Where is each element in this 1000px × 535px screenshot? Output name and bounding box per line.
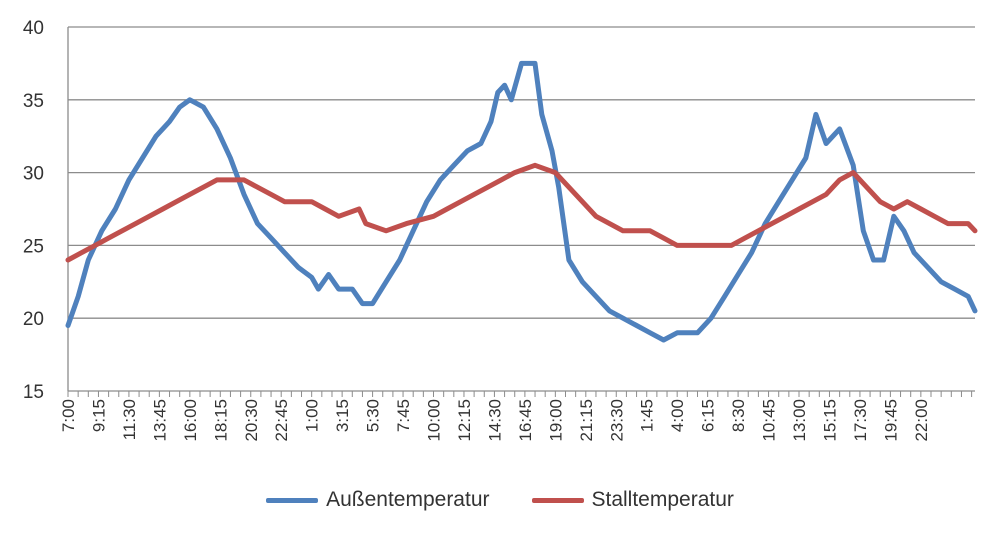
x-tick-label: 6:15 — [699, 399, 718, 432]
legend-item-stalltemperatur: Stalltemperatur — [531, 488, 734, 512]
x-tick-label: 10:00 — [425, 399, 444, 442]
x-tick-label: 14:30 — [485, 399, 504, 442]
x-axis — [67, 390, 975, 397]
x-tick-label: 21:15 — [577, 399, 596, 442]
gridlines — [67, 26, 975, 391]
x-tick-label: 11:30 — [120, 399, 139, 440]
legend-item-aussentemperatur: Außentemperatur — [266, 488, 490, 512]
x-tick-label: 10:45 — [760, 399, 779, 442]
x-tick-label: 3:15 — [333, 399, 352, 432]
x-tick-label: 13:45 — [150, 399, 169, 442]
y-tick-label: 40 — [23, 18, 44, 39]
legend-swatch-stalltemperatur — [531, 497, 584, 503]
x-tick-label: 18:15 — [211, 399, 230, 442]
x-tick-label: 13:00 — [790, 399, 809, 442]
x-tick-label: 15:15 — [820, 399, 839, 442]
legend-label-aussentemperatur: Außentemperatur — [326, 488, 490, 511]
x-tick-label: 20:30 — [242, 399, 261, 442]
x-tick-label: 5:30 — [364, 399, 383, 432]
x-tick-label: 7:00 — [59, 399, 78, 432]
y-tick-label: 20 — [23, 309, 44, 330]
series-line-stalltemperatur — [65, 162, 978, 263]
y-axis-ticks: 15 20 25 30 35 40 — [23, 18, 44, 403]
x-tick-label: 23:30 — [607, 399, 626, 442]
legend-label-stalltemperatur: Stalltemperatur — [591, 488, 734, 511]
x-tick-label: 4:00 — [668, 399, 687, 432]
x-tick-label: 7:45 — [394, 399, 413, 432]
y-tick-label: 25 — [23, 236, 44, 257]
x-tick-label: 17:30 — [851, 399, 870, 442]
x-tick-label: 9:15 — [89, 399, 108, 432]
series-line-aussentemperatur — [65, 60, 978, 343]
y-tick-label: 35 — [23, 91, 44, 112]
y-tick-label: 15 — [23, 382, 44, 403]
x-tick-label: 16:45 — [516, 399, 535, 442]
x-tick-label: 16:00 — [181, 399, 200, 442]
y-tick-label: 30 — [23, 164, 44, 185]
x-tick-label: 22:45 — [272, 399, 291, 442]
legend: Außentemperatur Stalltemperatur — [0, 488, 1000, 512]
legend-swatch-aussentemperatur — [266, 497, 319, 503]
series-lines — [65, 60, 978, 343]
x-tick-label: 19:45 — [881, 399, 900, 442]
x-axis-ticks: 7:00 9:15 11:30 13:45 16:00 18:15 20:30 22:45 1:… — [59, 399, 931, 442]
x-tick-label: 19:00 — [546, 399, 565, 442]
x-tick-label: 1:45 — [638, 399, 657, 432]
x-tick-label: 1:00 — [303, 399, 322, 432]
x-tick-label: 12:15 — [455, 399, 474, 442]
x-tick-label: 8:30 — [729, 399, 748, 432]
x-tick-label: 22:00 — [912, 399, 931, 442]
